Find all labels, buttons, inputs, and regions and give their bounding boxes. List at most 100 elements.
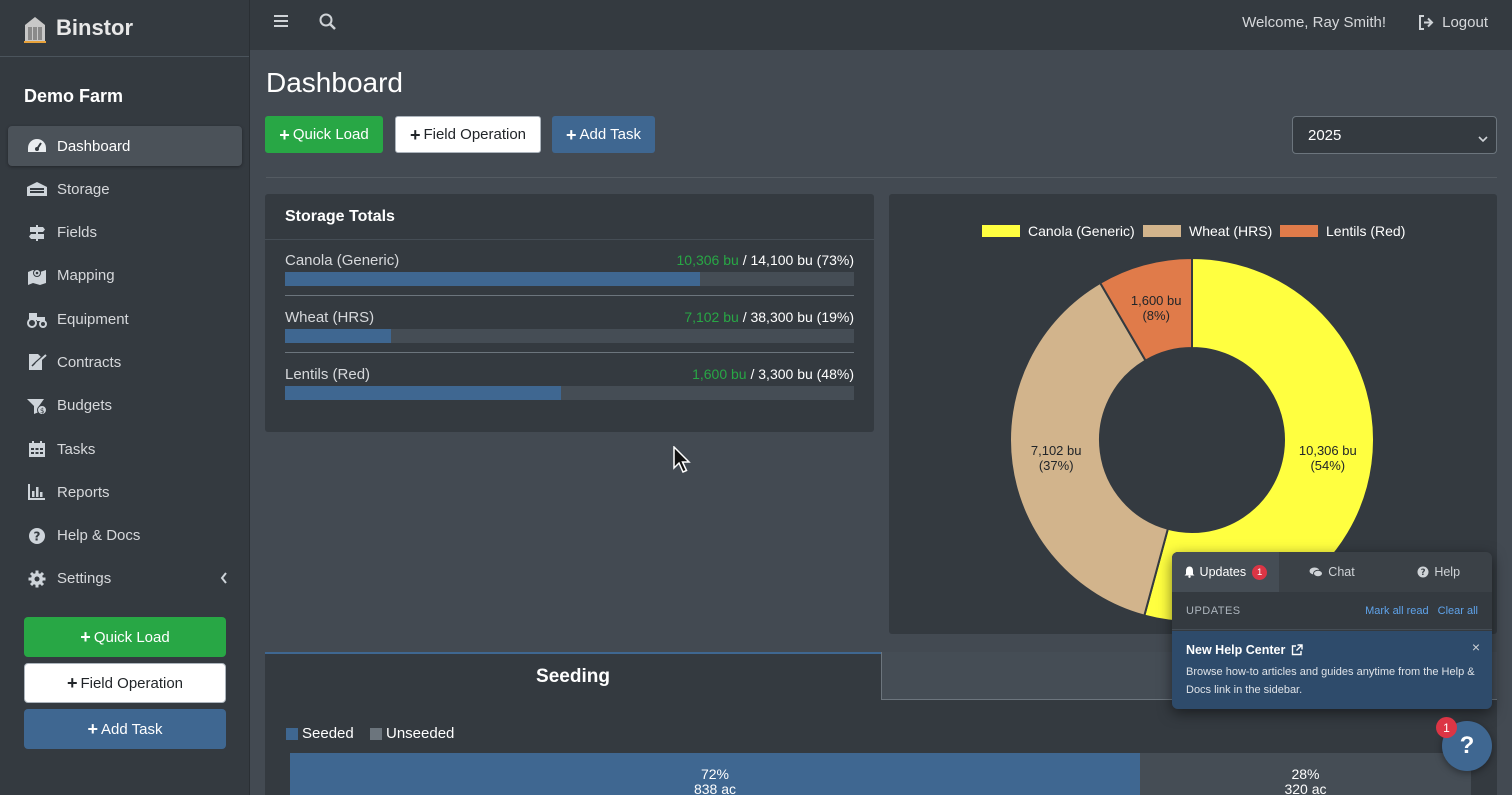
plus-icon: +	[80, 627, 91, 647]
sidebar-item-help-docs[interactable]: ? Help & Docs	[8, 516, 242, 556]
logout-label: Logout	[1442, 14, 1488, 31]
budget-icon: $	[26, 397, 48, 415]
button-label: Field Operation	[80, 674, 184, 692]
legend-swatch	[982, 225, 1020, 237]
svg-text:$: $	[40, 407, 44, 415]
dashboard-icon	[26, 137, 48, 155]
storage-row-name: Lentils (Red)	[285, 366, 371, 383]
sidebar-item-label: Tasks	[57, 440, 96, 458]
storage-progress-bar	[285, 272, 854, 286]
legend-item[interactable]: Canola (Generic)	[982, 223, 1135, 239]
question-icon: ?	[26, 527, 48, 545]
legend-label: Wheat (HRS)	[1189, 223, 1272, 239]
sidebar-item-label: Settings	[57, 570, 112, 588]
unseeded-acres: 320 ac	[1284, 781, 1327, 795]
tab-chat[interactable]: Chat	[1279, 552, 1386, 592]
sidebar-item-dashboard[interactable]: Dashboard	[8, 126, 242, 166]
tab-updates[interactable]: Updates 1	[1172, 552, 1279, 592]
sidebar-item-settings[interactable]: Settings	[8, 559, 242, 599]
brand[interactable]: Binstor	[0, 0, 249, 57]
slice-label: 10,306 bu (54%)	[1299, 443, 1357, 473]
notice-title: New Help Center	[1186, 643, 1478, 657]
help-fab-badge: 1	[1436, 717, 1457, 738]
hamburger-menu-icon[interactable]	[273, 13, 289, 34]
tab-seeding[interactable]: Seeding	[265, 652, 881, 700]
storage-icon	[26, 180, 48, 198]
sidebar-item-storage[interactable]: Storage	[8, 169, 242, 209]
page-title: Dashboard	[266, 67, 403, 98]
legend-item[interactable]: Wheat (HRS)	[1143, 223, 1272, 239]
logout-link[interactable]: Logout	[1418, 14, 1488, 31]
sidebar-item-label: Help & Docs	[57, 527, 141, 545]
button-label: Add Task	[579, 126, 641, 143]
sidebar-item-reports[interactable]: Reports	[8, 472, 242, 512]
slice-label: 1,600 bu (8%)	[1131, 293, 1182, 323]
storage-row-amount: 10,306 bu / 14,100 bu (73%)	[677, 252, 854, 268]
stored-amount: 7,102 bu	[684, 309, 739, 325]
capacity-amount: / 3,300 bu (48%)	[750, 366, 854, 382]
sidebar-nav: Dashboard Storage Fields Mapping Equipme…	[8, 126, 242, 602]
calendar-icon	[26, 440, 48, 458]
sidebar-item-label: Storage	[57, 180, 110, 198]
storage-row-amount: 7,102 bu / 38,300 bu (19%)	[684, 309, 854, 325]
stored-amount: 10,306 bu	[676, 252, 739, 268]
mark-all-read-link[interactable]: Mark all read	[1365, 604, 1429, 617]
sidebar-quick-load-button[interactable]: + Quick Load	[24, 617, 226, 657]
sidebar-item-tasks[interactable]: Tasks	[8, 429, 242, 469]
quick-load-button[interactable]: + Quick Load	[265, 116, 383, 153]
chevron-left-icon[interactable]	[220, 571, 228, 588]
storage-progress-fill	[285, 329, 391, 343]
sidebar-item-label: Fields	[57, 224, 98, 242]
logo-icon	[22, 15, 48, 43]
legend-item-seeded[interactable]: Seeded	[286, 725, 354, 742]
sidebar-item-mapping[interactable]: Mapping	[8, 256, 242, 296]
legend-item-unseeded[interactable]: Unseeded	[370, 725, 454, 742]
pie-slice[interactable]	[1009, 281, 1170, 617]
sidebar-field-operation-button[interactable]: + Field Operation	[24, 663, 226, 703]
mouse-cursor	[673, 445, 693, 479]
sidebar-item-fields[interactable]: Fields	[8, 213, 242, 253]
sidebar-item-budgets[interactable]: $ Budgets	[8, 386, 242, 426]
fields-icon	[26, 224, 48, 242]
storage-donut-chart: Canola (Generic) Wheat (HRS) Lentils (Red)…	[982, 223, 1405, 623]
chat-icon	[1309, 567, 1324, 578]
svg-text:?: ?	[1421, 568, 1426, 578]
year-select[interactable]: 2025	[1292, 116, 1497, 154]
pie-slice[interactable]	[1098, 256, 1193, 362]
sidebar-item-label: Equipment	[57, 310, 129, 328]
seeded-bar: 72% 838 ac	[290, 753, 1140, 795]
clear-all-link[interactable]: Clear all	[1437, 604, 1478, 617]
add-task-button[interactable]: + Add Task	[552, 116, 655, 153]
tab-label: Chat	[1328, 565, 1355, 579]
popup-tabs: Updates 1 Chat ? Help	[1172, 552, 1492, 592]
tab-help[interactable]: ? Help	[1385, 552, 1492, 592]
sidebar-item-label: Mapping	[57, 267, 115, 285]
logout-icon	[1418, 15, 1434, 30]
update-notice[interactable]: New Help Center Browse how-to articles a…	[1172, 631, 1492, 709]
sidebar-item-label: Contracts	[57, 353, 122, 371]
plus-icon: +	[409, 124, 421, 145]
plus-icon: +	[279, 124, 290, 145]
sidebar-item-equipment[interactable]: Equipment	[8, 299, 242, 339]
field-operation-button[interactable]: + Field Operation	[395, 116, 541, 153]
sidebar-item-contracts[interactable]: Contracts	[8, 342, 242, 382]
sidebar: Binstor Demo Farm Dashboard Storage Fiel…	[0, 0, 250, 795]
storage-progress-fill	[285, 272, 701, 286]
topbar: Welcome, Ray Smith! Logout	[250, 0, 1512, 50]
section-title: UPDATES	[1186, 604, 1241, 617]
sidebar-item-label: Budgets	[57, 397, 113, 415]
stored-amount: 1,600 bu	[692, 366, 747, 382]
seeded-percent: 72%	[700, 766, 730, 782]
button-label: Field Operation	[423, 126, 527, 143]
search-icon[interactable]	[319, 13, 337, 36]
gear-icon	[26, 570, 48, 588]
chevron-down-icon	[1478, 130, 1488, 147]
plus-icon: +	[87, 719, 99, 739]
close-icon[interactable]: ×	[1471, 639, 1480, 655]
legend-item[interactable]: Lentils (Red)	[1280, 223, 1405, 239]
svg-text:?: ?	[34, 529, 41, 543]
welcome-text: Welcome, Ray Smith!	[1242, 14, 1386, 31]
row-separator	[285, 295, 854, 296]
sidebar-add-task-button[interactable]: + Add Task	[24, 709, 226, 749]
storage-progress-fill	[285, 386, 561, 400]
